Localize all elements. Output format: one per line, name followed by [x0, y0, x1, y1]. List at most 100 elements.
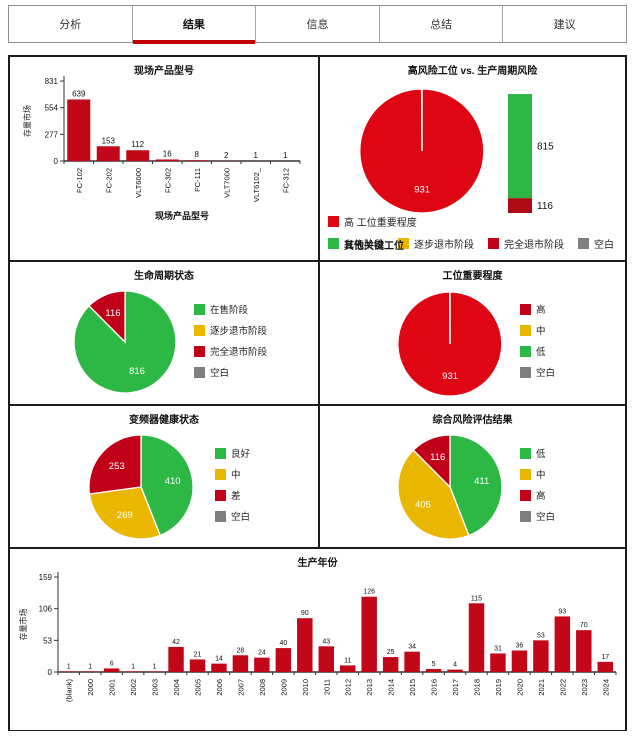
chart-legend: 低中高空白 [520, 446, 555, 530]
chart-station-importance: 工位重要程度 931 高中低空白 [320, 262, 625, 406]
legend-swatch [578, 238, 589, 249]
svg-text:VLT6000: VLT6000 [134, 168, 143, 198]
legend-swatch [488, 238, 499, 249]
svg-text:2021: 2021 [537, 679, 546, 696]
svg-text:2020: 2020 [515, 679, 524, 696]
svg-text:277: 277 [45, 130, 59, 139]
legend-label: 中 [536, 326, 546, 337]
svg-text:1: 1 [283, 151, 288, 160]
chart-legend: 高中低空白 [520, 302, 555, 386]
svg-text:116: 116 [537, 201, 553, 212]
tab-summary[interactable]: 总结 [378, 6, 503, 42]
chart-title: 变频器健康状态 [129, 415, 199, 426]
tab-info[interactable]: 信息 [255, 6, 379, 42]
svg-text:554: 554 [45, 104, 59, 113]
svg-text:2010: 2010 [301, 679, 310, 696]
tab-analysis[interactable]: 分析 [9, 6, 132, 42]
svg-text:269: 269 [117, 510, 133, 521]
svg-text:24: 24 [258, 650, 266, 657]
legend-swatch [520, 324, 531, 336]
svg-text:153: 153 [102, 136, 116, 145]
legend-item: 空白 [215, 509, 250, 523]
svg-text:21: 21 [194, 651, 202, 658]
svg-text:2: 2 [224, 151, 229, 160]
chart-title: 生命周期状态 [134, 271, 194, 282]
svg-text:2019: 2019 [494, 679, 503, 696]
svg-text:17: 17 [601, 654, 609, 661]
svg-text:31: 31 [494, 645, 502, 652]
tab-label: 总结 [430, 19, 453, 31]
svg-text:36: 36 [516, 642, 524, 649]
svg-text:存量市场: 存量市场 [18, 609, 28, 641]
svg-text:70: 70 [580, 622, 588, 629]
chart-title: 综合风险评估结果 [432, 415, 513, 426]
legend-swatch [215, 468, 226, 480]
legend-item: 中 [520, 323, 555, 337]
svg-text:VLT6102_: VLT6102_ [252, 167, 261, 202]
legend-item: 差 [215, 488, 250, 502]
svg-text:1: 1 [254, 151, 259, 160]
legend-swatch [215, 447, 226, 459]
risk-combo-plot: 931 815 116 [359, 88, 554, 214]
legend-label: 低 [536, 449, 546, 460]
legend-label: 良好 [231, 449, 251, 460]
chart-title: 工位重要程度 [442, 271, 503, 282]
tab-suggestions[interactable]: 建议 [502, 6, 626, 42]
legend-item: 完全退市阶段 [488, 236, 564, 251]
svg-text:2014: 2014 [387, 679, 396, 696]
tab-label: 信息 [306, 19, 329, 31]
svg-text:FC-312: FC-312 [281, 168, 290, 193]
chart-product-models: 现场产品型号 0 277 554 831 639 FC-102 153 FC-202 112 VL… [10, 57, 320, 262]
chart-title: 生产年份 [297, 558, 338, 569]
svg-text:40: 40 [279, 640, 287, 647]
svg-text:0: 0 [48, 668, 53, 677]
svg-text:14: 14 [215, 656, 223, 663]
legend-item: 逐步退市阶段 [194, 323, 267, 337]
svg-text:53: 53 [43, 636, 52, 645]
svg-text:2011: 2011 [322, 679, 331, 695]
svg-text:2015: 2015 [408, 679, 417, 696]
svg-text:4: 4 [453, 662, 457, 669]
svg-text:2018: 2018 [473, 679, 482, 696]
legend-item: 逐步退市阶段 [398, 236, 474, 251]
svg-text:1: 1 [153, 663, 157, 670]
chart-legend: 在售阶段 逐步退市阶段 完全退市阶段 空白 [194, 302, 267, 386]
legend-item: 在售阶段 [194, 302, 267, 316]
svg-text:815: 815 [537, 142, 554, 153]
legend-label: 空白 [231, 512, 251, 523]
svg-text:816: 816 [129, 366, 145, 377]
tab-results[interactable]: 结果 [131, 6, 256, 44]
svg-text:931: 931 [414, 184, 430, 195]
tab-label: 结果 [182, 19, 205, 31]
svg-text:116: 116 [105, 308, 120, 319]
svg-text:现场产品型号: 现场产品型号 [155, 210, 209, 221]
chart-legend: 良好中差空白 [215, 446, 250, 530]
svg-text:存量市场: 存量市场 [22, 105, 32, 137]
legend-swatch [520, 510, 531, 522]
tab-label: 分析 [59, 19, 82, 31]
legend-label: 中 [231, 470, 241, 481]
legend-item: 空白 [520, 509, 555, 523]
chart-drive-health: 变频器健康状态 410 269 253 良好中差空白 [10, 406, 320, 549]
legend-overlap-text: 其他关键工位 [344, 241, 404, 252]
svg-text:2013: 2013 [365, 679, 374, 696]
svg-text:90: 90 [301, 610, 309, 617]
legend-swatch [520, 345, 531, 357]
svg-text:FC-202: FC-202 [104, 168, 113, 193]
legend-swatch [215, 489, 226, 501]
svg-text:126: 126 [363, 589, 375, 596]
svg-text:2003: 2003 [151, 679, 160, 696]
chart-production-year: 生产年份 0 53 106 159 1 (blank) 1 2000 6 2001 1 2002 1 20… [10, 549, 625, 730]
legend-swatch [520, 303, 531, 315]
legend-swatch [194, 345, 205, 357]
svg-text:112: 112 [131, 140, 144, 149]
chart-risk-result: 综合风险评估结果 411 405 116 低中高空白 [320, 406, 625, 549]
svg-text:1: 1 [88, 663, 92, 670]
report-grid: 现场产品型号 0 277 554 831 639 FC-102 153 FC-202 112 VL… [8, 55, 627, 731]
svg-text:VLT7000: VLT7000 [222, 168, 231, 198]
legend-label: 中 [536, 470, 546, 481]
legend-item: 高 [520, 302, 555, 316]
legend-label: 高 [536, 305, 546, 316]
svg-text:2008: 2008 [258, 679, 267, 696]
legend-swatch [520, 468, 531, 480]
